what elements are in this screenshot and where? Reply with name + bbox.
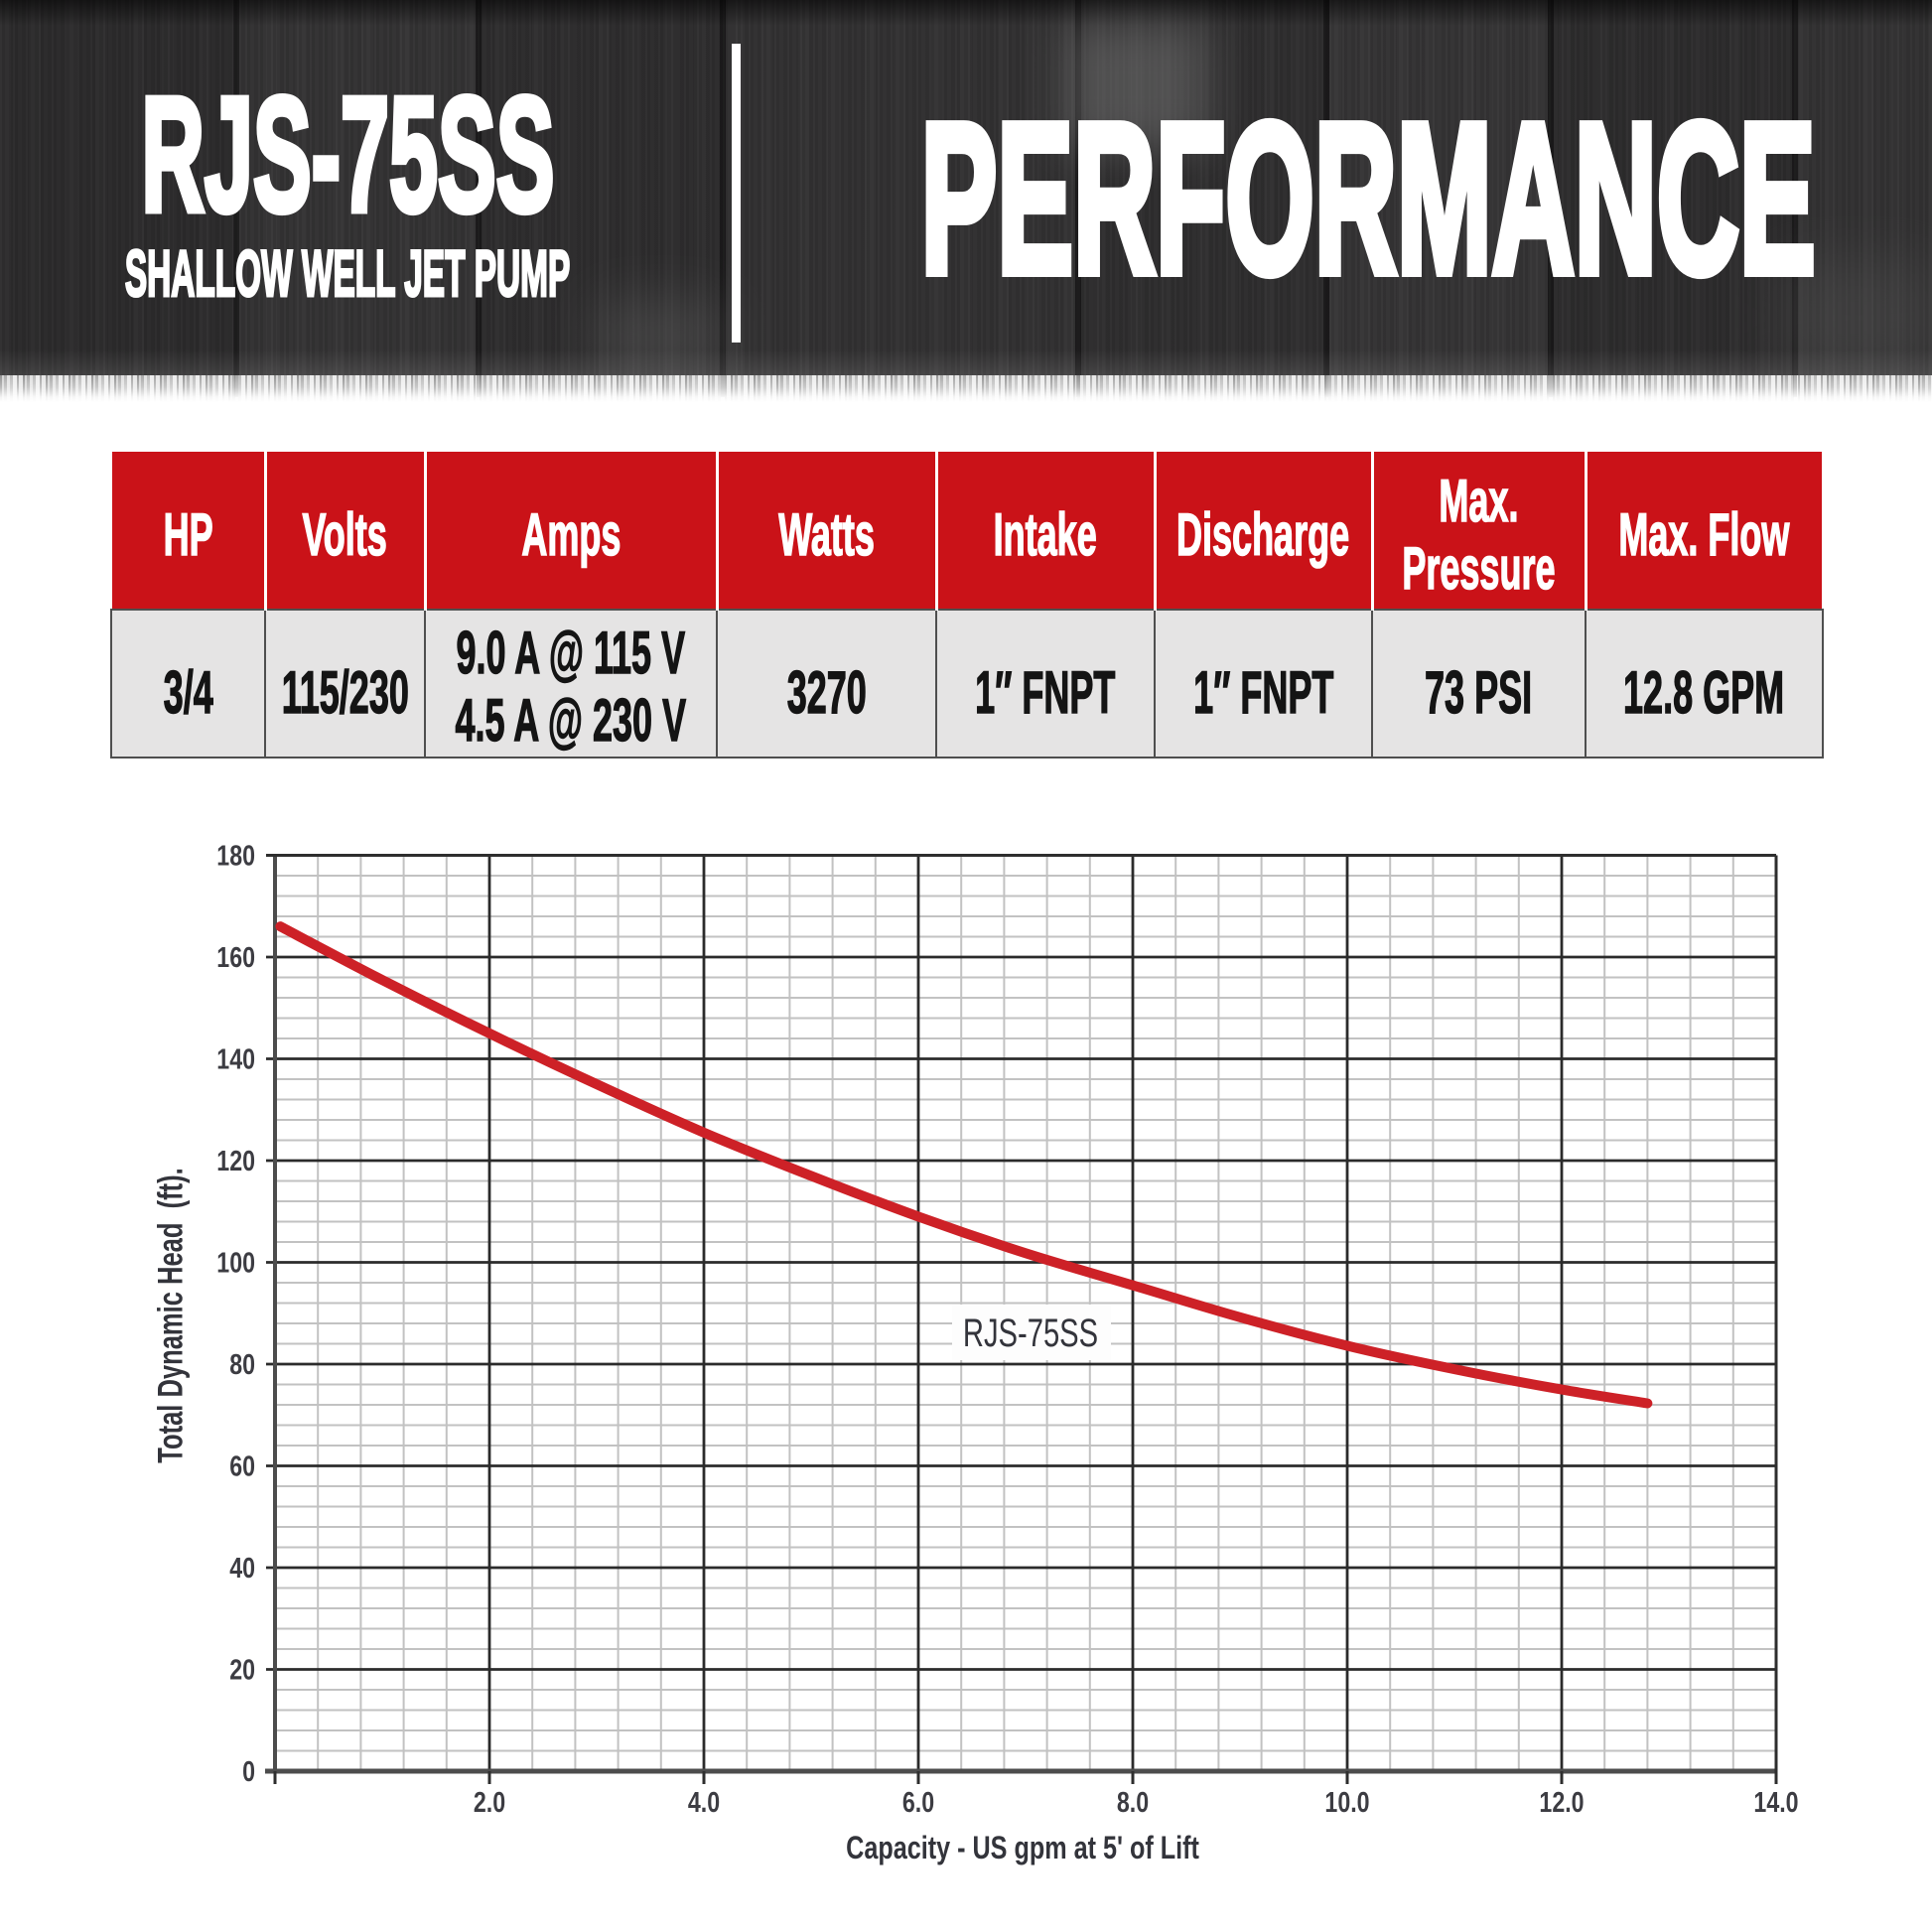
svg-text:40: 40: [229, 1551, 255, 1584]
svg-text:4.0: 4.0: [688, 1785, 720, 1818]
svg-text:160: 160: [216, 940, 255, 973]
svg-text:180: 180: [216, 839, 255, 872]
svg-text:60: 60: [229, 1449, 255, 1482]
svg-text:Capacity - US gpm at 5' of Lif: Capacity - US gpm at 5' of Lift: [846, 1831, 1199, 1866]
svg-text:2.0: 2.0: [474, 1785, 505, 1818]
svg-text:RJS-75SS: RJS-75SS: [963, 1311, 1098, 1356]
svg-text:80: 80: [229, 1347, 255, 1380]
svg-text:12.0: 12.0: [1539, 1785, 1584, 1818]
svg-text:120: 120: [216, 1144, 255, 1176]
svg-text:Total Dynamic Head (ft).: Total Dynamic Head (ft).: [152, 1168, 191, 1462]
svg-text:14.0: 14.0: [1753, 1785, 1798, 1818]
svg-text:20: 20: [229, 1653, 255, 1686]
svg-text:8.0: 8.0: [1117, 1785, 1149, 1818]
svg-text:6.0: 6.0: [902, 1785, 934, 1818]
svg-text:0: 0: [242, 1754, 255, 1787]
svg-text:10.0: 10.0: [1324, 1785, 1369, 1818]
svg-text:140: 140: [216, 1042, 255, 1075]
svg-text:100: 100: [216, 1246, 255, 1279]
